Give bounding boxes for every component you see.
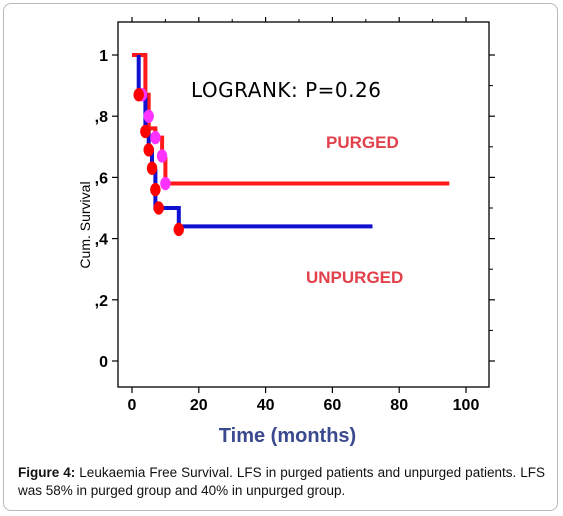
- figure-frame: [3, 3, 558, 511]
- unpurged-censor-mark: [173, 222, 185, 237]
- caption-label: Figure 4:: [18, 465, 76, 480]
- unpurged-censor-mark: [140, 124, 151, 139]
- x-tick-label: 20: [190, 397, 208, 414]
- unpurged-censor-mark: [150, 182, 161, 197]
- y-tick-label: ,2: [95, 293, 108, 310]
- unpurged-label: UNPURGED: [306, 268, 403, 287]
- x-tick-label: 100: [453, 397, 480, 414]
- x-tick-label: 80: [390, 397, 408, 414]
- x-tick-label: 0: [128, 397, 137, 414]
- purged-censor-mark: [156, 149, 168, 163]
- labels-layer: Time (months) Cum. Survival LOGRANK: P=0.2…: [77, 78, 403, 447]
- unpurged-censor-mark: [146, 161, 158, 175]
- y-axis-label: Cum. Survival: [77, 181, 93, 268]
- plot-frame: [117, 21, 490, 388]
- y-tick-label: 0: [99, 354, 108, 371]
- purged-censor-mark: [150, 130, 161, 145]
- y-tick-label: ,8: [95, 109, 108, 126]
- purged-survival-line: [132, 53, 450, 186]
- plot-axes: 0 ,2 ,4 ,6 ,8 1 0 20 40 60 80 100: [95, 17, 495, 414]
- purged-label: PURGED: [326, 133, 399, 152]
- unpurged-censor-mark: [143, 143, 154, 157]
- unpurged-censor-mark: [133, 88, 144, 102]
- figure-caption: Figure 4: Leukaemia Free Survival. LFS i…: [18, 464, 545, 500]
- censor-marks-layer: [133, 88, 185, 237]
- purged-censor-mark: [160, 176, 171, 191]
- x-axis-label: Time (months): [219, 425, 356, 447]
- x-tick-label: 40: [257, 397, 275, 414]
- y-tick-label: ,4: [95, 232, 108, 249]
- purged-censor-mark: [143, 109, 154, 123]
- unpurged-censor-mark: [153, 201, 164, 215]
- survival-chart: 0 ,2 ,4 ,6 ,8 1 0 20 40 60 80 100 Time (months) Cum.…: [77, 17, 495, 447]
- caption-text: Leukaemia Free Survival. LFS in purged p…: [18, 465, 545, 498]
- y-tick-label: ,6: [95, 170, 108, 187]
- y-tick-label: 1: [99, 48, 108, 65]
- x-tick-label: 60: [324, 397, 342, 414]
- logrank-annotation: LOGRANK: P=0.26: [191, 78, 381, 102]
